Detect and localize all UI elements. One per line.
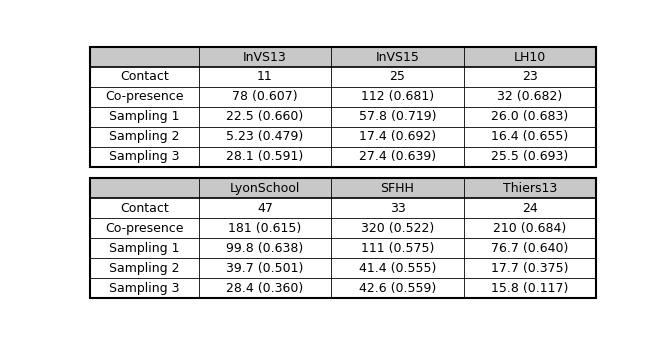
Text: 210 (0.684): 210 (0.684): [493, 222, 567, 235]
Text: 39.7 (0.501): 39.7 (0.501): [226, 262, 304, 275]
Text: Sampling 2: Sampling 2: [109, 262, 179, 275]
Text: SFHH: SFHH: [381, 182, 415, 195]
Text: Co-presence: Co-presence: [105, 91, 183, 103]
Text: 16.4 (0.655): 16.4 (0.655): [491, 130, 569, 143]
Text: 28.1 (0.591): 28.1 (0.591): [226, 150, 304, 163]
Text: 76.7 (0.640): 76.7 (0.640): [491, 242, 569, 255]
Text: 24: 24: [522, 202, 538, 215]
Text: 99.8 (0.638): 99.8 (0.638): [226, 242, 304, 255]
Text: 15.8 (0.117): 15.8 (0.117): [491, 282, 569, 295]
Text: 23: 23: [522, 71, 538, 83]
Text: 26.0 (0.683): 26.0 (0.683): [491, 111, 569, 123]
Text: 11: 11: [257, 71, 273, 83]
Text: Contact: Contact: [120, 71, 169, 83]
Text: 25: 25: [389, 71, 405, 83]
Text: Sampling 1: Sampling 1: [109, 242, 179, 255]
Text: 17.7 (0.375): 17.7 (0.375): [491, 262, 569, 275]
Text: 47: 47: [257, 202, 273, 215]
Text: InVS13: InVS13: [243, 51, 287, 64]
Text: 5.23 (0.479): 5.23 (0.479): [226, 130, 304, 143]
Text: 22.5 (0.660): 22.5 (0.660): [226, 111, 304, 123]
Text: Thiers13: Thiers13: [502, 182, 557, 195]
Text: Sampling 3: Sampling 3: [109, 150, 179, 163]
Text: Sampling 2: Sampling 2: [109, 130, 179, 143]
Text: 41.4 (0.555): 41.4 (0.555): [359, 262, 436, 275]
Text: 25.5 (0.693): 25.5 (0.693): [491, 150, 569, 163]
Bar: [90, 178, 596, 198]
Text: 42.6 (0.559): 42.6 (0.559): [359, 282, 436, 295]
Text: 78 (0.607): 78 (0.607): [232, 91, 298, 103]
Text: Sampling 3: Sampling 3: [109, 282, 179, 295]
Text: 57.8 (0.719): 57.8 (0.719): [359, 111, 436, 123]
Text: 28.4 (0.360): 28.4 (0.360): [226, 282, 304, 295]
Text: LH10: LH10: [514, 51, 546, 64]
Text: 27.4 (0.639): 27.4 (0.639): [359, 150, 436, 163]
Bar: [90, 47, 596, 167]
Text: 33: 33: [389, 202, 405, 215]
Text: 181 (0.615): 181 (0.615): [228, 222, 302, 235]
Text: 112 (0.681): 112 (0.681): [361, 91, 434, 103]
Text: Contact: Contact: [120, 202, 169, 215]
Text: 111 (0.575): 111 (0.575): [361, 242, 434, 255]
Text: Co-presence: Co-presence: [105, 222, 183, 235]
Bar: [90, 178, 596, 298]
Text: Sampling 1: Sampling 1: [109, 111, 179, 123]
Text: InVS15: InVS15: [375, 51, 419, 64]
Text: 320 (0.522): 320 (0.522): [361, 222, 434, 235]
Text: 17.4 (0.692): 17.4 (0.692): [359, 130, 436, 143]
Bar: [90, 47, 596, 67]
Text: LyonSchool: LyonSchool: [229, 182, 300, 195]
Text: 32 (0.682): 32 (0.682): [497, 91, 563, 103]
